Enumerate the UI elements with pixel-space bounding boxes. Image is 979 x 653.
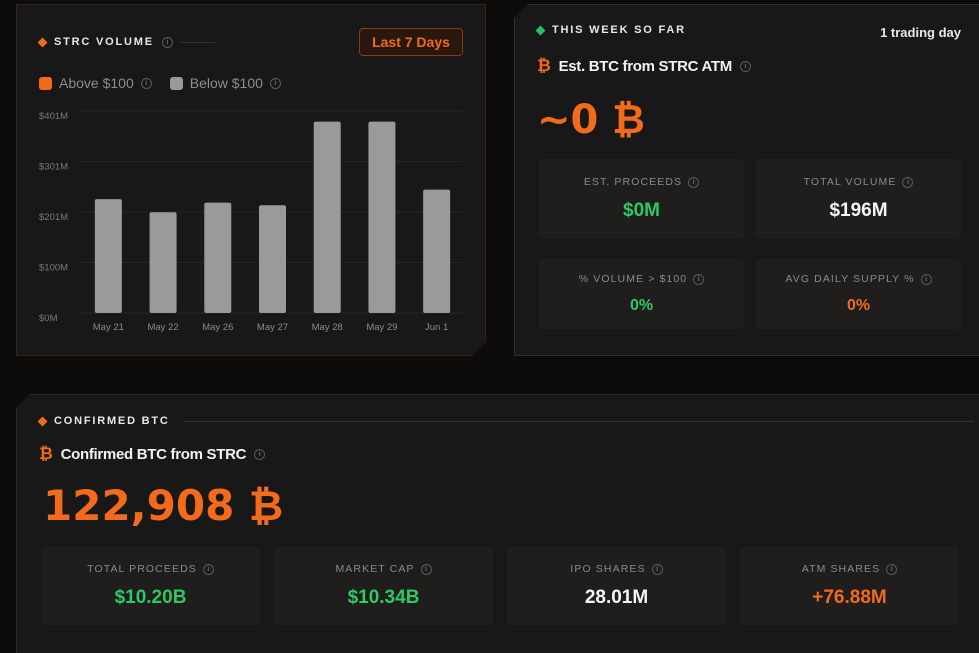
- legend-item-below-100[interactable]: Below $100 i: [170, 75, 281, 91]
- x-tick-label: May 29: [366, 322, 397, 333]
- stat-avg-daily-supply: AVG DAILY SUPPLY % i 0%: [756, 259, 961, 329]
- volume-section-header: STRC VOLUME i: [39, 36, 215, 48]
- bar-may-29[interactable]: [368, 122, 395, 313]
- info-icon[interactable]: i: [162, 37, 173, 48]
- est-btc-value: ~0 ₿: [537, 97, 645, 143]
- x-tick-label: May 21: [93, 322, 124, 333]
- stat-ipo-shares: IPO SHARES i 28.01M: [507, 547, 726, 625]
- confirmed-section-label: CONFIRMED BTC: [54, 415, 170, 427]
- bars: [95, 122, 450, 313]
- info-icon[interactable]: i: [141, 78, 152, 89]
- stat-label: TOTAL VOLUME i: [804, 176, 914, 188]
- confirmed-btc-panel: CONFIRMED BTC ₿ Confirmed BTC from STRC …: [16, 394, 979, 653]
- y-tick-label: $201M: [39, 212, 68, 223]
- stat-label: TOTAL PROCEEDS i: [87, 563, 214, 575]
- diamond-icon: [535, 25, 546, 35]
- bar-may-21[interactable]: [95, 199, 122, 313]
- stat-label: % VOLUME > $100 i: [579, 273, 705, 285]
- stat-label: AVG DAILY SUPPLY % i: [785, 273, 932, 285]
- stat-label: ATM SHARES i: [802, 563, 898, 575]
- confirmed-section-header: CONFIRMED BTC: [37, 415, 974, 427]
- stat-value: $10.20B: [114, 587, 187, 608]
- info-icon[interactable]: i: [420, 563, 432, 575]
- y-tick-label: $0M: [39, 313, 58, 324]
- x-tick-label: May 22: [147, 322, 178, 333]
- legend-label: Above $100: [59, 75, 134, 91]
- stat-value: 0%: [629, 297, 654, 314]
- stat-value: 28.01M: [584, 587, 649, 608]
- x-axis-ticks: May 21 May 22 May 26 May 27 May 28 May 29 Jun …: [93, 322, 448, 333]
- bar-may-28[interactable]: [314, 122, 341, 313]
- stat-atm-shares: ATM SHARES i +76.88M: [740, 547, 959, 625]
- bar-may-22[interactable]: [150, 212, 177, 313]
- y-tick-label: $401M: [39, 111, 68, 122]
- stat-value: $10.34B: [347, 587, 420, 608]
- x-tick-label: May 27: [257, 322, 288, 333]
- est-btc-title: ₿ Est. BTC from STRC ATM i: [537, 56, 751, 76]
- info-icon[interactable]: i: [920, 273, 932, 285]
- info-icon[interactable]: i: [254, 448, 266, 460]
- y-tick-label: $301M: [39, 162, 68, 173]
- stat-market-cap: MARKET CAP i $10.34B: [274, 547, 493, 625]
- header-divider: [183, 420, 974, 422]
- stat-value: 0%: [846, 297, 871, 314]
- info-icon[interactable]: i: [739, 60, 751, 72]
- stat-label: IPO SHARES i: [570, 563, 663, 575]
- x-tick-label: May 28: [312, 322, 343, 333]
- confirmed-btc-title-text: Confirmed BTC from STRC: [60, 445, 247, 463]
- info-icon[interactable]: i: [902, 176, 914, 188]
- last-7-days-button[interactable]: Last 7 Days: [359, 28, 463, 56]
- legend-swatch-orange: [39, 77, 52, 90]
- stat-label: MARKET CAP i: [335, 563, 432, 575]
- stat-label: EST. PROCEEDS i: [584, 176, 700, 188]
- confirmed-btc-value: 122,908 ₿: [43, 481, 284, 530]
- stat-pct-volume: % VOLUME > $100 i 0%: [539, 259, 744, 329]
- legend-swatch-gray: [170, 77, 183, 90]
- info-icon[interactable]: i: [651, 563, 663, 575]
- info-icon[interactable]: i: [270, 78, 281, 89]
- info-icon[interactable]: i: [693, 273, 705, 285]
- legend-item-above-100[interactable]: Above $100 i: [39, 75, 152, 91]
- bitcoin-icon: ₿: [537, 56, 551, 75]
- confirmed-btc-title: ₿ Confirmed BTC from STRC i: [39, 444, 266, 464]
- stat-est-proceeds: EST. PROCEEDS i $0M: [539, 159, 744, 239]
- stat-total-proceeds: TOTAL PROCEEDS i $10.20B: [41, 547, 260, 625]
- volume-bar-chart: $0M$100M$201M$301M$401M May 21 May 22 May …: [17, 5, 487, 357]
- info-icon[interactable]: i: [688, 176, 700, 188]
- stat-value: $0M: [623, 200, 660, 221]
- chart-legend: Above $100 i Below $100 i: [39, 75, 281, 91]
- x-tick-label: Jun 1: [425, 322, 448, 333]
- info-icon[interactable]: i: [202, 563, 214, 575]
- bar-jun-1[interactable]: [423, 190, 450, 313]
- y-tick-label: $100M: [39, 263, 68, 274]
- bar-may-26[interactable]: [204, 203, 231, 313]
- this-week-panel: THIS WEEK SO FAR 1 trading day ₿ Est. BT…: [514, 4, 979, 356]
- stat-value: +76.88M: [812, 587, 887, 608]
- week-section-header: THIS WEEK SO FAR: [535, 24, 686, 36]
- x-tick-label: May 26: [202, 322, 233, 333]
- legend-label: Below $100: [189, 75, 263, 91]
- week-section-label: THIS WEEK SO FAR: [552, 24, 686, 36]
- header-divider: [181, 42, 215, 43]
- bar-may-27[interactable]: [259, 205, 286, 313]
- y-axis-ticks: $0M $100M $201M $301M $401M: [39, 111, 68, 324]
- est-btc-title-text: Est. BTC from STRC ATM: [558, 57, 733, 75]
- info-icon[interactable]: i: [886, 563, 898, 575]
- bitcoin-icon: ₿: [39, 444, 53, 463]
- volume-section-label: STRC VOLUME: [54, 36, 154, 48]
- trading-day-count: 1 trading day: [880, 25, 961, 40]
- strc-volume-panel: STRC VOLUME i Last 7 Days Above $100 i B…: [16, 4, 486, 356]
- stat-total-volume: TOTAL VOLUME i $196M: [756, 159, 961, 239]
- diamond-icon: [37, 416, 48, 426]
- stat-value: $196M: [829, 200, 888, 221]
